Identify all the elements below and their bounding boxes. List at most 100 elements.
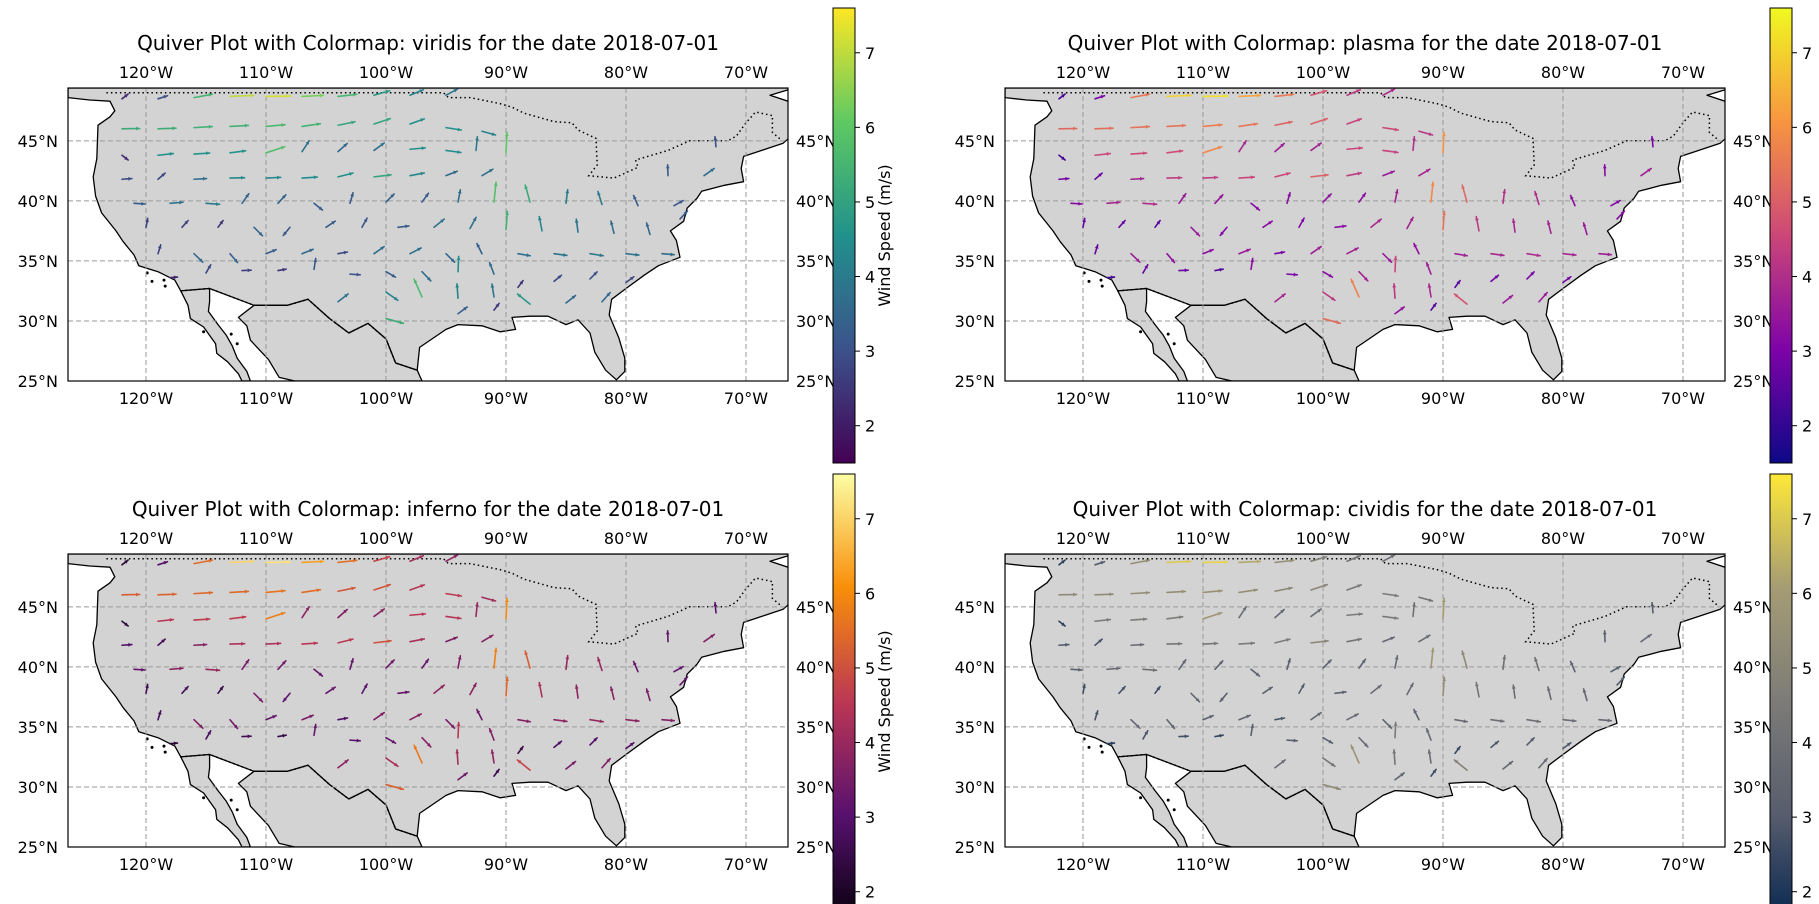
wind-arrow <box>1166 252 1176 264</box>
wind-arrow <box>1178 268 1189 273</box>
wind-arrow <box>1310 173 1329 178</box>
wind-arrow <box>1250 668 1261 677</box>
wind-arrow <box>397 690 410 695</box>
wind-arrow <box>409 554 425 563</box>
wind-arrow <box>133 201 146 206</box>
wind-arrow <box>337 608 348 619</box>
country-border <box>106 558 782 645</box>
wind-arrow <box>265 175 282 180</box>
wind-arrow <box>713 135 718 148</box>
wind-arrow <box>373 142 386 152</box>
wind-arrow <box>1238 93 1262 98</box>
wind-arrow <box>574 684 579 699</box>
colorbar-tick-label: 5 <box>1802 193 1812 212</box>
wind-arrow <box>1418 130 1434 136</box>
wind-arrow <box>133 667 146 672</box>
wind-arrow <box>409 88 425 97</box>
island-marker <box>150 279 154 283</box>
wind-arrow <box>1202 248 1214 255</box>
lon-tick-label-top: 100°W <box>1296 529 1351 548</box>
wind-arrow <box>1274 293 1287 303</box>
wind-arrow <box>1310 89 1328 97</box>
wind-arrow <box>1250 723 1255 737</box>
wind-arrow <box>1274 716 1286 721</box>
island-marker <box>1166 798 1170 802</box>
wind-arrow <box>1346 88 1362 97</box>
lat-tick-label-right: 45°N <box>796 598 836 617</box>
lon-tick-label-top: 90°W <box>484 63 528 82</box>
wind-arrow <box>665 629 670 643</box>
wind-arrow <box>493 647 498 669</box>
wind-arrow <box>1202 714 1214 721</box>
wind-arrow <box>1441 597 1446 620</box>
wind-arrow <box>337 759 350 769</box>
wind-arrow <box>1430 181 1435 203</box>
wind-arrow <box>1322 291 1336 302</box>
wind-arrow <box>1569 194 1576 207</box>
map-area <box>68 554 788 847</box>
island-marker <box>202 330 206 334</box>
lat-tick-label-left: 45°N <box>955 598 995 617</box>
wind-arrow <box>1202 589 1223 594</box>
wind-arrow <box>241 734 252 739</box>
wind-arrow <box>205 668 221 672</box>
wind-arrow <box>277 733 287 738</box>
wind-arrow <box>1082 217 1086 229</box>
wind-arrow <box>1310 711 1323 721</box>
wind-arrow <box>1526 736 1535 746</box>
wind-arrow <box>1490 252 1505 257</box>
island-marker <box>1099 278 1103 282</box>
wind-arrow <box>1382 718 1393 730</box>
wind-arrow <box>538 681 543 698</box>
wind-arrow <box>337 250 349 255</box>
wind-arrow <box>409 584 426 591</box>
wind-arrow <box>1546 220 1552 235</box>
wind-arrow <box>565 654 570 671</box>
wind-arrow <box>1238 559 1262 564</box>
wind-arrow <box>1598 718 1613 723</box>
wind-arrow <box>703 167 716 177</box>
wind-arrow <box>469 682 477 696</box>
wind-arrow <box>1322 783 1342 791</box>
wind-arrow <box>1382 554 1396 563</box>
wind-arrow <box>1602 629 1607 643</box>
map-area <box>1005 554 1725 847</box>
wind-arrow <box>1454 745 1461 755</box>
wind-arrow <box>445 636 459 643</box>
island-marker <box>229 798 233 802</box>
lon-tick-label-top: 70°W <box>724 63 768 82</box>
wind-arrow <box>121 620 129 627</box>
wind-arrow <box>457 655 462 669</box>
wind-arrow <box>265 611 286 620</box>
wind-arrow <box>1286 272 1299 277</box>
wind-arrow <box>409 171 426 177</box>
wind-arrow <box>313 723 318 737</box>
wind-arrow <box>625 718 640 723</box>
wind-arrow <box>673 665 684 673</box>
lat-tick-label-left: 25°N <box>18 838 58 857</box>
lat-tick-label-left: 35°N <box>18 252 58 271</box>
wind-arrow <box>589 252 605 258</box>
wind-arrow <box>277 659 287 671</box>
wind-arrow <box>505 676 510 697</box>
wind-arrow <box>1394 655 1399 669</box>
wind-arrow <box>385 757 399 768</box>
wind-arrow <box>1441 131 1446 154</box>
wind-arrow <box>169 741 179 746</box>
wind-arrow <box>565 760 577 770</box>
lat-tick-label-right: 45°N <box>1733 598 1773 617</box>
wind-arrow <box>373 555 391 563</box>
wind-arrow <box>665 163 670 177</box>
wind-arrow <box>1238 175 1256 180</box>
wind-arrow <box>157 244 162 255</box>
colorbar-tick-label: 7 <box>1802 510 1812 529</box>
wind-arrow <box>373 173 392 178</box>
wind-arrow <box>1094 172 1103 181</box>
wind-arrow <box>1298 683 1305 695</box>
wind-arrow <box>1413 708 1420 721</box>
lon-tick-label-top: 100°W <box>359 529 414 548</box>
wind-arrow <box>1070 201 1083 206</box>
lat-tick-label-right: 25°N <box>1733 372 1773 391</box>
land-usa <box>1005 88 1725 381</box>
